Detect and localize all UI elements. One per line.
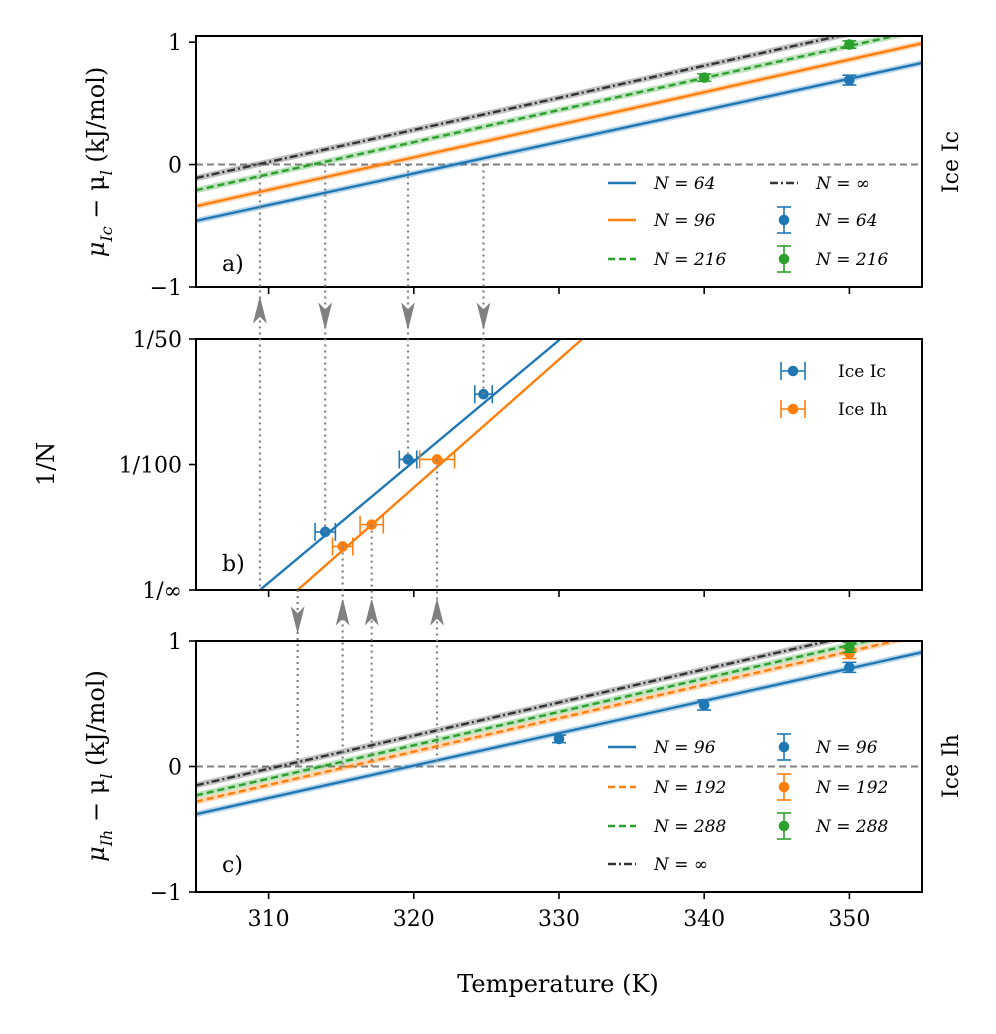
series-line-c-2 [196, 641, 873, 797]
panel-c-side-label: Ice Ih [939, 734, 964, 798]
legend-a-text-n216: N = 216 [653, 250, 727, 270]
crossing-connectors [252, 164, 491, 767]
series-line-a-1 [196, 42, 922, 208]
legend-a-text-pts-n216: N = 216 [815, 250, 889, 270]
panel-a-xticks [267, 287, 851, 294]
panel-c-label: c) [222, 853, 243, 878]
legend-c-marker-n288 [777, 812, 791, 840]
panel-b-ylabel: 1/N [32, 442, 60, 486]
legend-a-marker-n216 [777, 245, 791, 273]
series-line-c-3 [196, 641, 834, 787]
data-point-c-0-2 [842, 661, 857, 674]
panel-b-legend: Ice Ic Ice Ih [780, 362, 887, 420]
legend-c-text-n288: N = 288 [653, 817, 727, 837]
ytick-label-a-1: 0 [168, 154, 182, 179]
panel-a-plot [196, 36, 922, 224]
legend-c-text-ninf: N = ∞ [653, 855, 708, 875]
panel-c-plot [196, 641, 922, 818]
legend-a-marker-n64 [777, 206, 791, 234]
ytick-label-b-2: 1/50 [133, 328, 182, 353]
panel-b-xticks [267, 590, 851, 597]
series-line-a-3 [196, 36, 845, 180]
connector-arrow-ih-1 [335, 599, 350, 626]
connector-arrow-ih-0 [290, 606, 305, 633]
legend-b-marker-ice-ih [780, 400, 806, 418]
connector-arrow-ih-2 [364, 599, 379, 626]
connector-arrow-ic-1 [318, 302, 333, 329]
panel-c-xticks: 310 320 330 340 350 [248, 892, 870, 932]
panel-b-yticks: 1/∞ 1/100 1/50 [119, 328, 196, 604]
data-point-c-0-0 [552, 733, 566, 745]
connector-arrow-ic-2 [401, 302, 415, 329]
connector-arrow-ic-3 [476, 302, 491, 329]
legend-b-text-ice-ic: Ice Ic [838, 362, 886, 382]
xtick-label-c-3: 340 [683, 907, 725, 932]
ytick-label-c-2: 1 [168, 630, 182, 655]
ytick-label-c-0: −1 [150, 881, 182, 906]
panel-a-yticks: −1 0 1 [150, 31, 196, 301]
legend-c-text-n96: N = 96 [653, 738, 716, 758]
data-point-c-2-0 [842, 641, 857, 654]
legend-b-marker-ice-ic [780, 362, 806, 380]
panel-c-xlabel: Temperature (K) [457, 970, 659, 998]
legend-a-text-pts-n64: N = 64 [815, 211, 878, 231]
ytick-label-a-0: −1 [150, 276, 182, 301]
legend-a-text-n64: N = 64 [653, 174, 716, 194]
series-line-c-1 [196, 641, 901, 803]
legend-c-text-pts-n192: N = 192 [815, 778, 888, 798]
panel-a-ylabel: μIc − μl (kJ/mol) [82, 67, 116, 257]
legend-b-text-ice-ih: Ice Ih [838, 400, 887, 420]
fit-line-b-1 [296, 339, 584, 590]
panel-a: −1 0 1 a) Ice Ic μIc − μl (kJ/mol) N = 64 … [82, 31, 964, 301]
xtick-label-c-4: 350 [828, 907, 870, 932]
panel-c: −1 0 1 310 320 330 340 350 c) Ice Ih μIh − μl … [82, 630, 964, 998]
panel-a-label: a) [222, 252, 244, 277]
data-point-a-1-1 [842, 39, 857, 50]
legend-c-text-pts-n96: N = 96 [815, 738, 878, 758]
panel-b-plot [259, 339, 584, 590]
xtick-label-c-1: 320 [393, 907, 435, 932]
connector-arrow-ih-3 [430, 599, 444, 626]
legend-c-text-n192: N = 192 [653, 778, 726, 798]
legend-c-marker-n192 [777, 773, 791, 801]
data-point-a-1-0 [697, 72, 712, 83]
connector-arrow-ic-0 [252, 297, 267, 324]
legend-c-text-pts-n288: N = 288 [815, 817, 889, 837]
series-line-a-0 [196, 61, 922, 223]
panel-b-label: b) [222, 552, 245, 577]
legend-a-text-n96: N = 96 [653, 211, 716, 231]
ytick-label-b-1: 1/100 [119, 454, 182, 479]
data-point-a-0-0 [842, 74, 857, 86]
xtick-label-c-0: 310 [248, 907, 290, 932]
panel-b: 1/∞ 1/100 1/50 b) 1/N Ice Ic Ice Ih [32, 328, 923, 604]
ytick-label-a-2: 1 [168, 31, 182, 56]
panel-a-frame [195, 35, 923, 288]
fit-line-b-0 [259, 339, 562, 590]
panel-c-yticks: −1 0 1 [150, 630, 196, 906]
panel-c-legend: N = 96 N = 192 N = 288 N = ∞ N = 96 N = … [608, 733, 889, 875]
legend-a-text-ninf: N = ∞ [815, 174, 870, 194]
panel-a-legend: N = 64 N = 96 N = 216 N = ∞ N = 64 N = 2… [608, 174, 889, 273]
panel-a-side-label: Ice Ic [939, 131, 964, 193]
series-line-a-2 [196, 36, 900, 192]
legend-c-marker-n96 [777, 733, 791, 761]
panel-c-ylabel: μIh − μl (kJ/mol) [82, 670, 116, 862]
ytick-label-b-0: 1/∞ [142, 579, 182, 604]
data-point-c-0-1 [697, 699, 712, 711]
xtick-label-c-2: 330 [538, 907, 580, 932]
series-line-c-0 [196, 651, 922, 816]
ytick-label-c-1: 0 [168, 756, 182, 781]
data-point-b-0-0 [314, 522, 337, 541]
